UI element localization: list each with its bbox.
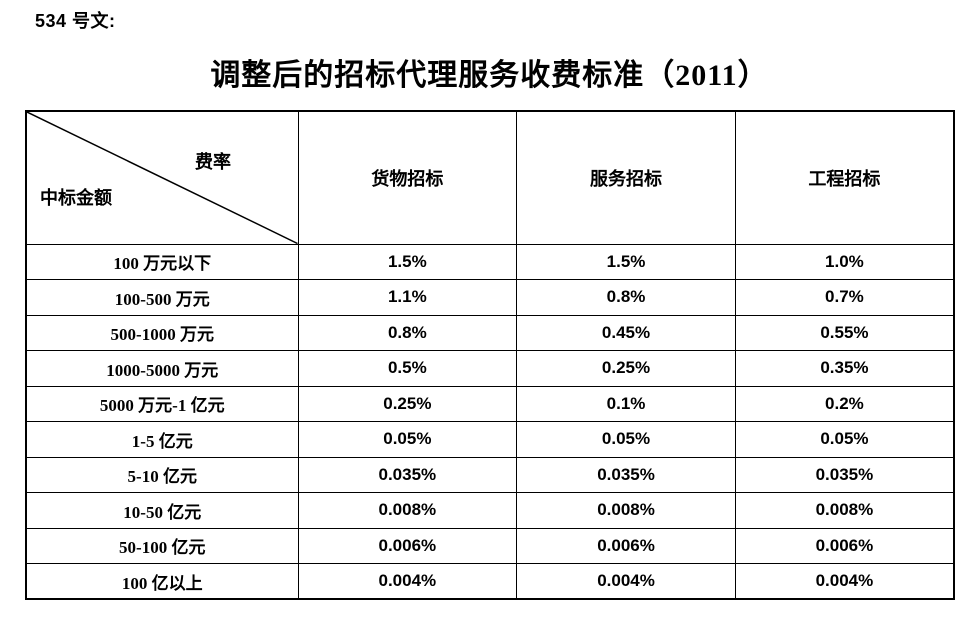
- table-row: 5-10 亿元 0.035% 0.035% 0.035%: [25, 456, 955, 493]
- rate-value: 0.25%: [297, 385, 518, 422]
- table-row: 500-1000 万元 0.8% 0.45% 0.55%: [25, 314, 955, 351]
- rate-value: 1.5%: [516, 243, 736, 280]
- doc-number-label: 534 号文:: [35, 11, 116, 31]
- rate-value: 0.035%: [297, 456, 518, 493]
- rate-value: 1.0%: [734, 243, 955, 280]
- rate-value: 0.035%: [516, 456, 736, 493]
- table-row: 10-50 亿元 0.008% 0.008% 0.008%: [25, 492, 955, 529]
- rate-value: 0.008%: [516, 492, 736, 529]
- rate-value: 0.2%: [734, 385, 955, 422]
- rate-value: 0.006%: [734, 527, 955, 564]
- rate-value: 0.45%: [516, 314, 736, 351]
- table-row: 1000-5000 万元 0.5% 0.25% 0.35%: [25, 350, 955, 387]
- fee-rate-table: 费率 中标金额 货物招标 服务招标 工程招标 100 万元以下 1.5% 1.5% 1…: [25, 110, 955, 600]
- corner-label-rate: 费率: [195, 152, 231, 172]
- rate-value: 0.8%: [516, 279, 736, 316]
- table-row: 1-5 亿元 0.05% 0.05% 0.05%: [25, 421, 955, 458]
- rate-value: 0.006%: [297, 527, 518, 564]
- table-row: 100 万元以下 1.5% 1.5% 1.0%: [25, 243, 955, 280]
- rate-value: 1.1%: [297, 279, 518, 316]
- column-header-goods: 货物招标: [297, 110, 518, 245]
- rate-value: 0.05%: [734, 421, 955, 458]
- row-label-amount-range: 500-1000 万元: [25, 314, 299, 351]
- rate-value: 0.008%: [734, 492, 955, 529]
- rate-value: 0.05%: [297, 421, 518, 458]
- column-header-engineering: 工程招标: [734, 110, 955, 245]
- diagonal-divider-line: [27, 112, 298, 244]
- table-body: 100 万元以下 1.5% 1.5% 1.0% 100-500 万元 1.1% 0.8% 0.…: [25, 243, 955, 600]
- row-label-amount-range: 50-100 亿元: [25, 527, 299, 564]
- row-label-amount-range: 1000-5000 万元: [25, 350, 299, 387]
- rate-value: 0.8%: [297, 314, 518, 351]
- table-row: 5000 万元-1 亿元 0.25% 0.1% 0.2%: [25, 385, 955, 422]
- rate-value: 0.7%: [734, 279, 955, 316]
- diagonal-corner-cell: 费率 中标金额: [25, 110, 299, 245]
- rate-value: 0.25%: [516, 350, 736, 387]
- column-header-services: 服务招标: [516, 110, 736, 245]
- page-title: 调整后的招标代理服务收费标准（2011）: [210, 59, 769, 92]
- row-label-amount-range: 100 亿以上: [25, 563, 299, 600]
- rate-value: 0.004%: [297, 563, 518, 600]
- rate-value: 0.55%: [734, 314, 955, 351]
- rate-value: 0.5%: [297, 350, 518, 387]
- rate-value: 0.004%: [516, 563, 736, 600]
- table-row: 100 亿以上 0.004% 0.004% 0.004%: [25, 563, 955, 600]
- row-label-amount-range: 1-5 亿元: [25, 421, 299, 458]
- rate-value: 1.5%: [297, 243, 518, 280]
- corner-label-amount: 中标金额: [40, 188, 112, 208]
- table-row: 50-100 亿元 0.006% 0.006% 0.006%: [25, 527, 955, 564]
- row-label-amount-range: 100 万元以下: [25, 243, 299, 280]
- rate-value: 0.035%: [734, 456, 955, 493]
- rate-value: 0.006%: [516, 527, 736, 564]
- row-label-amount-range: 10-50 亿元: [25, 492, 299, 529]
- row-label-amount-range: 5-10 亿元: [25, 456, 299, 493]
- table-row: 100-500 万元 1.1% 0.8% 0.7%: [25, 279, 955, 316]
- row-label-amount-range: 5000 万元-1 亿元: [25, 385, 299, 422]
- rate-value: 0.1%: [516, 385, 736, 422]
- rate-value: 0.05%: [516, 421, 736, 458]
- table-header-row: 费率 中标金额 货物招标 服务招标 工程招标: [25, 110, 955, 245]
- rate-value: 0.35%: [734, 350, 955, 387]
- rate-value: 0.008%: [297, 492, 518, 529]
- rate-value: 0.004%: [734, 563, 955, 600]
- row-label-amount-range: 100-500 万元: [25, 279, 299, 316]
